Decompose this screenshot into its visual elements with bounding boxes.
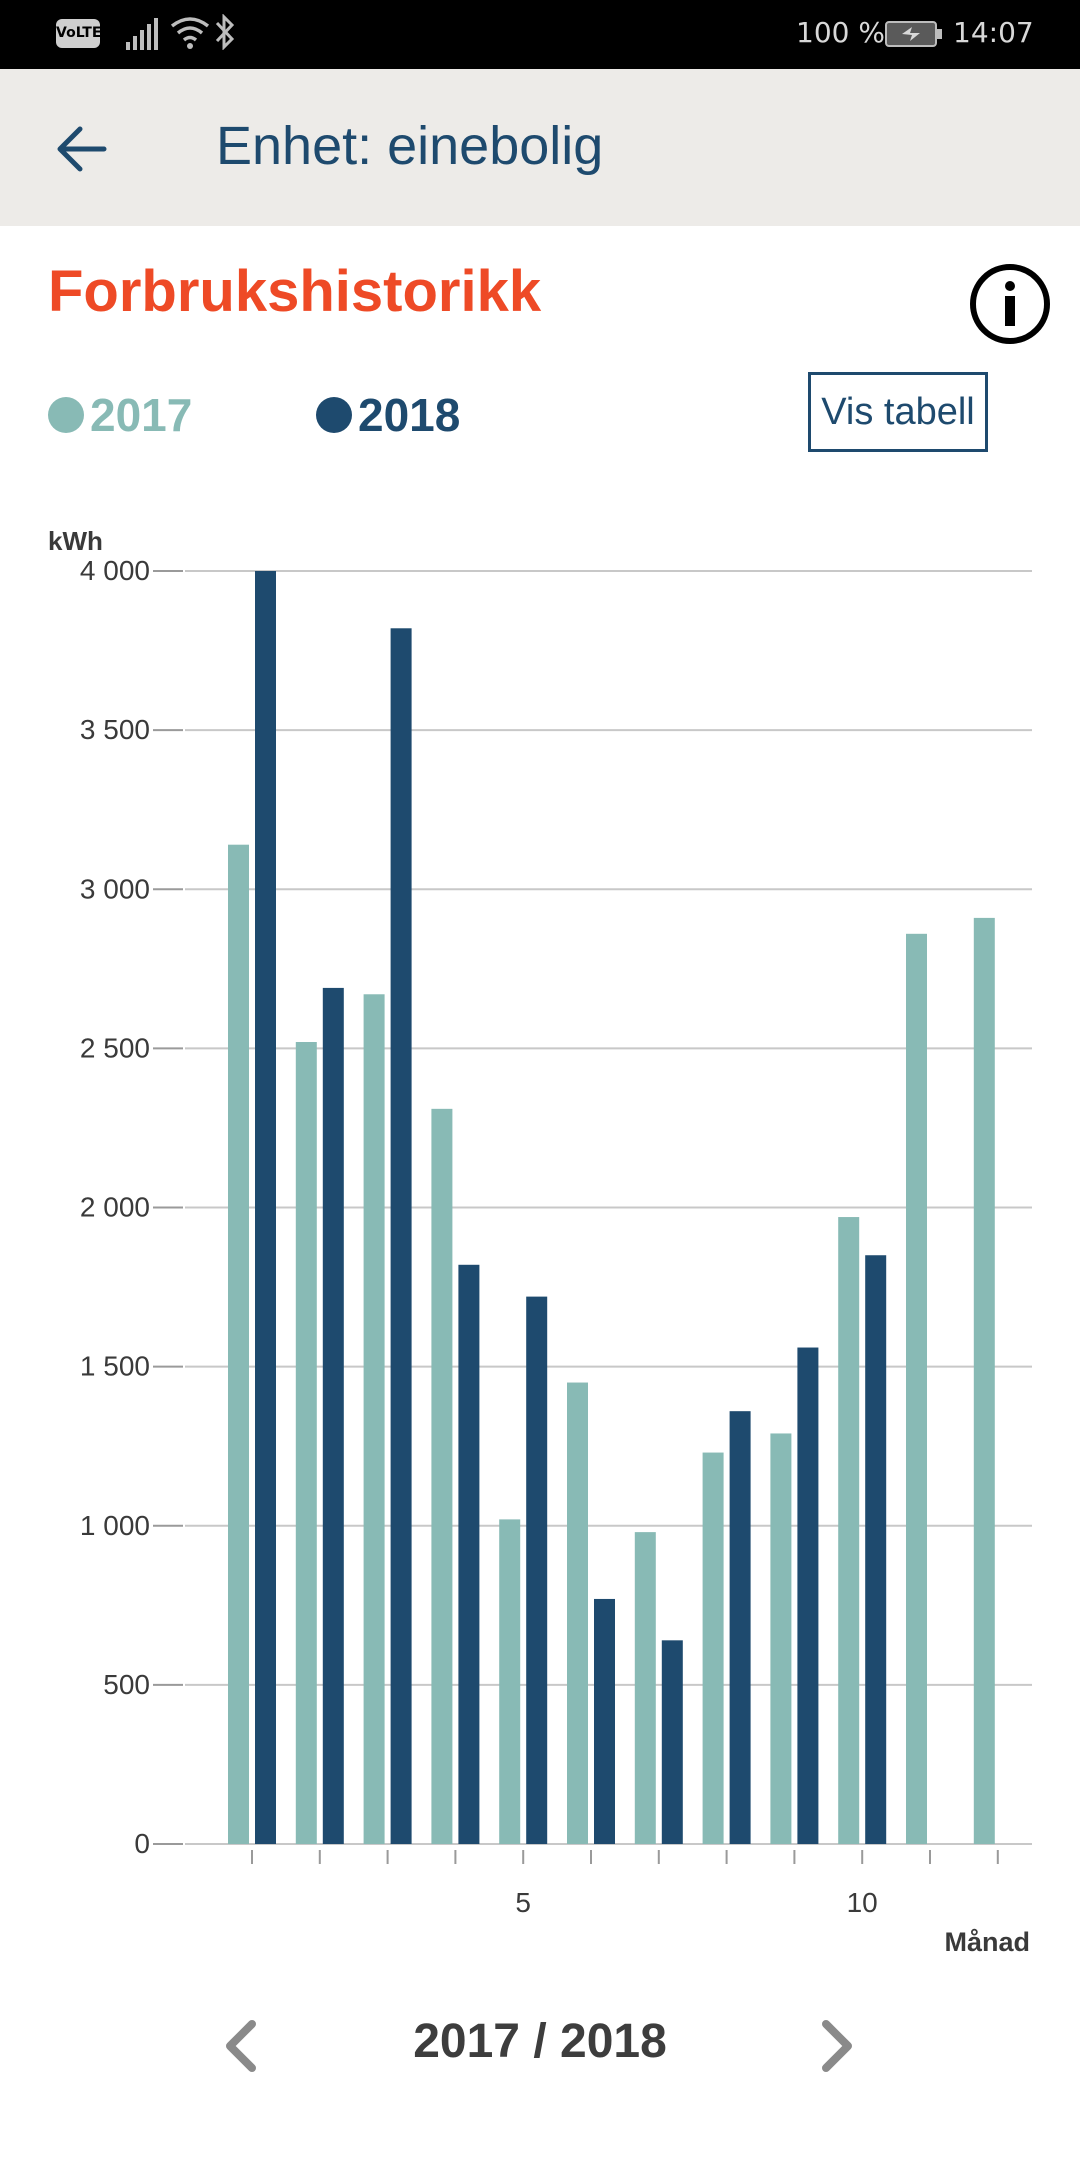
bar-2017-month-4	[431, 1108, 453, 1844]
bar-2017-month-5	[499, 1519, 521, 1844]
bar-2018-month-5	[526, 1296, 548, 1844]
back-arrow-icon[interactable]	[52, 121, 116, 177]
y-axis-label: kWh	[48, 526, 103, 556]
previous-period-icon[interactable]	[222, 2020, 258, 2072]
bar-2018-month-9	[797, 1347, 819, 1844]
y-tick-label: 1 000	[80, 1510, 150, 1541]
x-tick-label: 10	[847, 1887, 878, 1918]
bar-2018-month-8	[729, 1411, 751, 1844]
next-period-icon[interactable]	[820, 2020, 856, 2072]
bar-2018-month-7	[661, 1640, 683, 1844]
app-title: Enhet: einebolig	[216, 116, 604, 176]
bar-2017-month-10	[838, 1217, 860, 1844]
bar-2018-month-2	[322, 987, 344, 1844]
legend-dot-2018	[316, 397, 352, 433]
volte-icon: VoLTE	[56, 19, 101, 48]
y-tick-label: 2 000	[80, 1192, 150, 1223]
legend-item-2018: 2018	[316, 388, 461, 441]
show-table-button[interactable]: Vis tabell	[808, 372, 988, 452]
legend-label-2018: 2018	[358, 389, 461, 441]
bar-2018-month-10	[865, 1255, 887, 1844]
x-tick-label: 5	[515, 1887, 531, 1918]
status-bar: VoLTE 100 % 14:07	[0, 0, 1080, 69]
y-tick-label: 4 000	[80, 555, 150, 586]
battery-percent: 100 %	[796, 16, 885, 49]
wifi-icon	[170, 17, 210, 49]
y-tick-label: 3 500	[80, 714, 150, 745]
legend-item-2017: 2017	[48, 388, 193, 441]
bar-2017-month-8	[702, 1452, 724, 1844]
legend-label-2017: 2017	[90, 389, 193, 441]
bar-2018-month-1	[255, 571, 276, 1844]
y-tick-label: 500	[103, 1669, 150, 1700]
bar-2017-month-6	[567, 1382, 588, 1844]
info-icon[interactable]	[968, 262, 1052, 346]
bar-2018-month-3	[390, 628, 412, 1844]
bar-2017-month-9	[770, 1433, 792, 1844]
bar-2017-month-3	[363, 994, 385, 1844]
consumption-bar-chart: kWh 0 500 1 000 1 500 2 000 2 500 3 000 3 500 4 0…	[48, 526, 1032, 1957]
bluetooth-icon	[215, 14, 235, 50]
bar-2018-month-4	[458, 1264, 480, 1844]
battery-charging-icon	[885, 21, 942, 47]
bar-2018-month-6	[594, 1598, 615, 1844]
bar-2017-month-7	[634, 1532, 656, 1844]
y-tick-label: 2 500	[80, 1032, 150, 1063]
app-bar: Enhet: einebolig	[0, 69, 1080, 226]
y-tick-label: 3 000	[80, 873, 150, 904]
clock: 14:07	[953, 16, 1034, 49]
legend-dot-2017	[48, 397, 84, 433]
bar-2017-month-1	[228, 844, 249, 1844]
x-axis-label: Månad	[944, 1927, 1030, 1957]
y-tick-label: 1 500	[80, 1351, 150, 1382]
page-title: Forbrukshistorikk	[48, 259, 542, 324]
period-label: 2017 / 2018	[413, 2015, 667, 2068]
bar-2017-month-12	[973, 917, 995, 1844]
bar-2017-month-11	[906, 933, 927, 1844]
signal-icon	[126, 18, 158, 50]
bar-2017-month-2	[295, 1042, 317, 1844]
y-tick-label: 0	[134, 1828, 150, 1859]
